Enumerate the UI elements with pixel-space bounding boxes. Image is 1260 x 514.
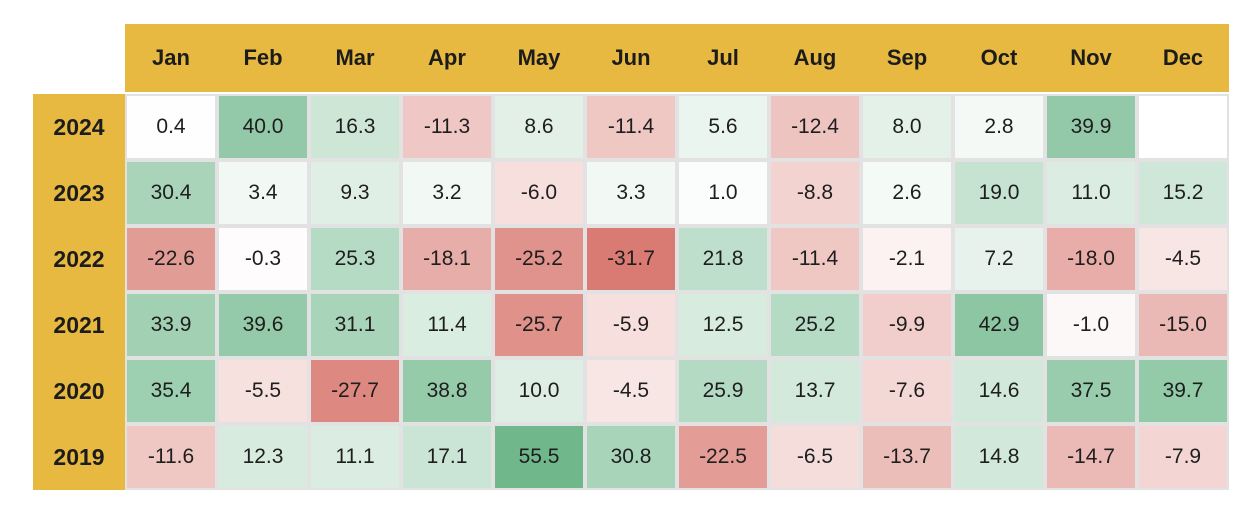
cell-2020-aug: 13.7 bbox=[769, 358, 861, 424]
cell-2019-nov: -14.7 bbox=[1045, 424, 1137, 490]
cell-2019-may: 55.5 bbox=[493, 424, 585, 490]
year-label-2019: 2019 bbox=[53, 443, 105, 470]
month-label-aug: Aug bbox=[793, 45, 837, 70]
cell-2019-dec: -7.9 bbox=[1137, 424, 1229, 490]
cell-2021-sep: -9.9 bbox=[861, 292, 953, 358]
cell-2024-aug: -12.4 bbox=[769, 94, 861, 160]
cell-2020-feb: -5.5 bbox=[217, 358, 309, 424]
cell-2020-may: 10.0 bbox=[493, 358, 585, 424]
cell-2021-aug: 25.2 bbox=[769, 292, 861, 358]
cell-2024-jan: 0.4 bbox=[125, 94, 217, 160]
cell-2020-sep: -7.6 bbox=[861, 358, 953, 424]
cell-2020-jul: 25.9 bbox=[677, 358, 769, 424]
cell-2023-may: -6.0 bbox=[493, 160, 585, 226]
cell-2020-dec: 39.7 bbox=[1137, 358, 1229, 424]
cell-2024-dec bbox=[1137, 94, 1229, 160]
cell-2022-sep: -2.1 bbox=[861, 226, 953, 292]
cell-2019-aug: -6.5 bbox=[769, 424, 861, 490]
cell-2021-nov: -1.0 bbox=[1045, 292, 1137, 358]
cell-2022-jul: 21.8 bbox=[677, 226, 769, 292]
cell-2021-jul: 12.5 bbox=[677, 292, 769, 358]
month-label-oct: Oct bbox=[980, 45, 1018, 70]
cell-2022-nov: -18.0 bbox=[1045, 226, 1137, 292]
cell-2023-feb: 3.4 bbox=[217, 160, 309, 226]
month-label-jun: Jun bbox=[611, 45, 651, 70]
cell-2023-apr: 3.2 bbox=[401, 160, 493, 226]
cell-2020-apr: 38.8 bbox=[401, 358, 493, 424]
cell-2022-jan: -22.6 bbox=[125, 226, 217, 292]
cell-2023-jun: 3.3 bbox=[585, 160, 677, 226]
cell-2022-may: -25.2 bbox=[493, 226, 585, 292]
cell-2021-apr: 11.4 bbox=[401, 292, 493, 358]
cell-2022-jun: -31.7 bbox=[585, 226, 677, 292]
cell-2023-jan: 30.4 bbox=[125, 160, 217, 226]
month-label-feb: Feb bbox=[243, 45, 283, 70]
cell-2024-apr: -11.3 bbox=[401, 94, 493, 160]
cell-2021-dec: -15.0 bbox=[1137, 292, 1229, 358]
cell-2019-mar: 11.1 bbox=[309, 424, 401, 490]
cell-2024-nov: 39.9 bbox=[1045, 94, 1137, 160]
cell-2022-dec: -4.5 bbox=[1137, 226, 1229, 292]
month-label-jan: Jan bbox=[152, 45, 190, 70]
cell-2021-jan: 33.9 bbox=[125, 292, 217, 358]
month-label-sep: Sep bbox=[886, 45, 928, 70]
cell-2019-jan: -11.6 bbox=[125, 424, 217, 490]
cell-2020-jan: 35.4 bbox=[125, 358, 217, 424]
cell-2023-oct: 19.0 bbox=[953, 160, 1045, 226]
cell-2024-mar: 16.3 bbox=[309, 94, 401, 160]
cell-2024-feb: 40.0 bbox=[217, 94, 309, 160]
cell-2020-jun: -4.5 bbox=[585, 358, 677, 424]
year-label-band bbox=[33, 94, 125, 490]
cell-2019-jul: -22.5 bbox=[677, 424, 769, 490]
cell-2024-may: 8.6 bbox=[493, 94, 585, 160]
year-label-2021: 2021 bbox=[53, 311, 105, 338]
month-label-nov: Nov bbox=[1070, 45, 1112, 70]
year-label-2022: 2022 bbox=[53, 245, 105, 272]
cell-2023-mar: 9.3 bbox=[309, 160, 401, 226]
year-label-2020: 2020 bbox=[53, 377, 105, 404]
cell-2022-aug: -11.4 bbox=[769, 226, 861, 292]
cell-2019-sep: -13.7 bbox=[861, 424, 953, 490]
cell-2021-oct: 42.9 bbox=[953, 292, 1045, 358]
cell-2024-sep: 8.0 bbox=[861, 94, 953, 160]
year-label-2024: 2024 bbox=[53, 113, 105, 140]
month-label-apr: Apr bbox=[428, 45, 466, 70]
cell-2019-apr: 17.1 bbox=[401, 424, 493, 490]
year-label-2023: 2023 bbox=[53, 179, 105, 206]
cell-2023-sep: 2.6 bbox=[861, 160, 953, 226]
cell-2019-oct: 14.8 bbox=[953, 424, 1045, 490]
month-label-dec: Dec bbox=[1162, 45, 1204, 70]
cell-2024-oct: 2.8 bbox=[953, 94, 1045, 160]
cell-2020-oct: 14.6 bbox=[953, 358, 1045, 424]
month-label-mar: Mar bbox=[335, 45, 375, 70]
cell-2023-aug: -8.8 bbox=[769, 160, 861, 226]
cell-2023-dec: 15.2 bbox=[1137, 160, 1229, 226]
cell-2019-jun: 30.8 bbox=[585, 424, 677, 490]
cell-2021-jun: -5.9 bbox=[585, 292, 677, 358]
month-header-band bbox=[125, 24, 1229, 92]
cell-2021-may: -25.7 bbox=[493, 292, 585, 358]
cell-2023-nov: 11.0 bbox=[1045, 160, 1137, 226]
cell-2020-nov: 37.5 bbox=[1045, 358, 1137, 424]
cell-2022-mar: 25.3 bbox=[309, 226, 401, 292]
month-label-jul: Jul bbox=[707, 45, 739, 70]
cell-2022-oct: 7.2 bbox=[953, 226, 1045, 292]
cell-2022-feb: -0.3 bbox=[217, 226, 309, 292]
cell-2024-jun: -11.4 bbox=[585, 94, 677, 160]
cell-2022-apr: -18.1 bbox=[401, 226, 493, 292]
cell-2021-mar: 31.1 bbox=[309, 292, 401, 358]
cell-2023-jul: 1.0 bbox=[677, 160, 769, 226]
cell-2019-feb: 12.3 bbox=[217, 424, 309, 490]
month-label-may: May bbox=[517, 45, 561, 70]
cell-2024-jul: 5.6 bbox=[677, 94, 769, 160]
cell-2021-feb: 39.6 bbox=[217, 292, 309, 358]
cell-2020-mar: -27.7 bbox=[309, 358, 401, 424]
